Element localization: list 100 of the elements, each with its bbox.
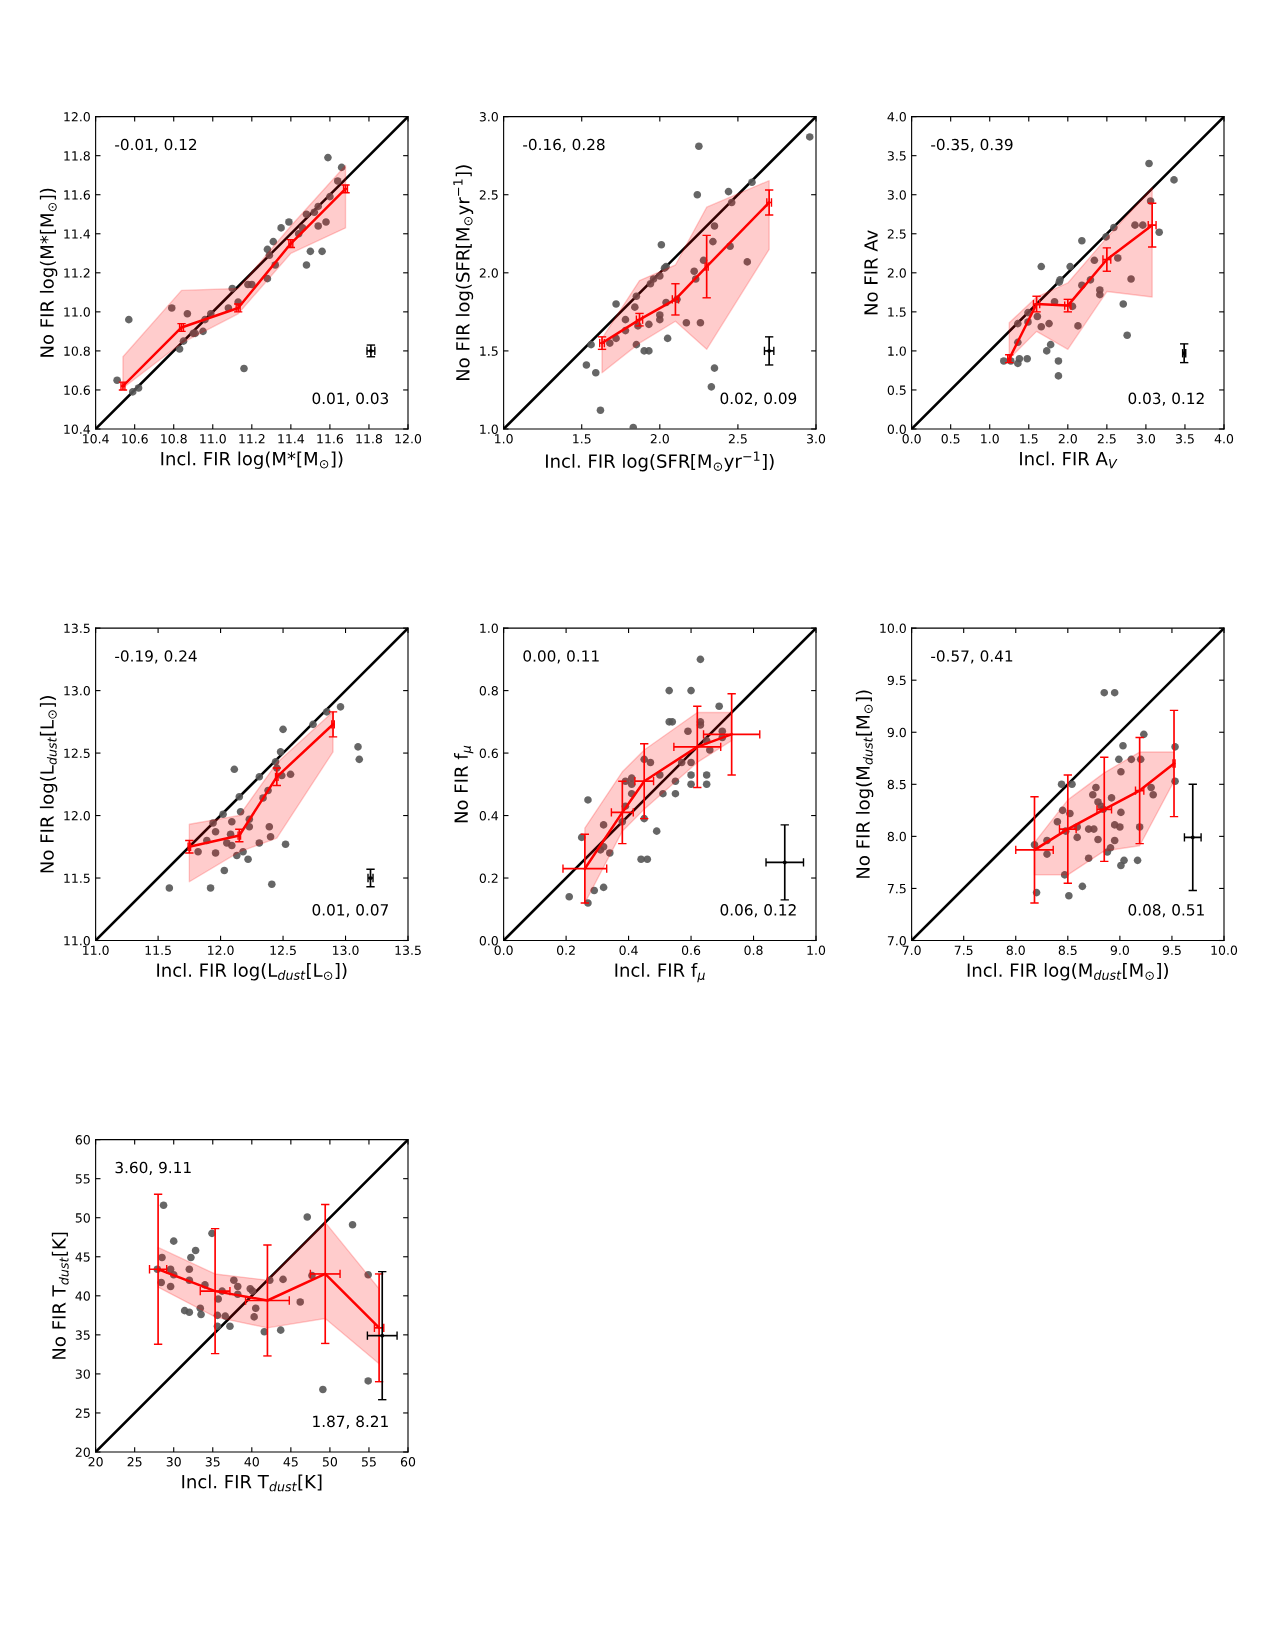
y-axis-title: No FIR log(SFR[M$_{⊙}$yr$^{−1}$])	[453, 165, 474, 381]
x-tick-label: 11.8	[356, 434, 383, 444]
x-tick-label: 11.4	[278, 434, 305, 444]
y-tick-label: 11.8	[64, 151, 90, 161]
y-tick-label: 2.0	[479, 268, 498, 278]
x-tick-label: 12.0	[208, 945, 234, 956]
y-axis-title: No FIR T$_{dust}$[K]	[51, 1232, 69, 1359]
y-tick-label: 3.0	[887, 190, 906, 200]
x-tick-label: 0.6	[681, 945, 701, 956]
y-tick-label: 10.8	[64, 346, 90, 356]
x-tick-label: 10.4	[83, 434, 109, 444]
y-tick-label: 0.8	[479, 686, 498, 696]
x-tick-label: 0.2	[556, 945, 575, 956]
y-tick-label: 1.0	[888, 346, 906, 356]
x-tick-label: 1.0	[495, 434, 513, 444]
y-tick-label: 13.0	[64, 686, 90, 696]
x-tick-label: 0.4	[619, 945, 638, 956]
annotation: 0.03, 0.12	[1128, 392, 1204, 406]
x-axis-title: Incl. FIR log(L$_{dust}$[L$_{⊙}$])	[157, 963, 347, 981]
y-tick-label: 0.2	[479, 873, 498, 883]
annotation: 1.87, 8.21	[313, 1415, 388, 1429]
x-tick-label: 7.5	[954, 945, 973, 956]
x-tick-label: 11.0	[200, 434, 226, 444]
annotation: 0.01, 0.03	[312, 392, 389, 406]
x-tick-label: 2.0	[650, 434, 669, 444]
annotation: 0.00, 0.11	[523, 650, 599, 664]
y-tick-label: 20	[75, 1447, 90, 1457]
annotation: -0.35, 0.39	[931, 138, 1013, 152]
x-tick-label: 0.0	[494, 945, 513, 956]
x-tick-label: 10.8	[161, 434, 187, 444]
x-tick-label: 30	[166, 1457, 181, 1467]
x-tick-label: 13.5	[395, 945, 421, 956]
x-axis-title: Incl. FIR f$_{μ}$	[615, 963, 705, 983]
x-tick-label: 9.0	[1110, 945, 1129, 956]
y-tick-label: 11.4	[64, 229, 91, 239]
y-axis-title: No FIR Av	[864, 230, 878, 315]
y-tick-label: 12.0	[64, 811, 90, 821]
x-tick-label: 10.6	[122, 434, 148, 444]
x-tick-label: 3.0	[807, 434, 826, 444]
x-tick-label: 35	[205, 1457, 220, 1467]
y-tick-label: 11.6	[64, 190, 90, 200]
y-tick-label: 0.6	[479, 748, 498, 758]
y-tick-label: 25	[75, 1408, 90, 1418]
y-tick-label: 8.0	[887, 831, 906, 842]
y-tick-label: 50	[75, 1213, 90, 1223]
x-tick-label: 1.0	[981, 434, 999, 444]
annotation: -0.57, 0.41	[931, 650, 1013, 664]
y-tick-label: 1.0	[480, 623, 498, 634]
x-tick-label: 20	[88, 1457, 103, 1467]
x-tick-label: 50	[322, 1457, 338, 1467]
annotation: -0.16, 0.28	[523, 138, 605, 152]
y-tick-label: 8.5	[887, 779, 906, 790]
y-tick-label: 7.0	[887, 935, 906, 946]
x-tick-label: 3.0	[1136, 434, 1156, 444]
y-tick-label: 0.5	[887, 385, 906, 395]
y-tick-label: 11.0	[64, 935, 90, 946]
annotation: 0.02, 0.09	[720, 392, 797, 406]
y-tick-label: 12.5	[64, 748, 90, 758]
x-tick-label: 0.0	[902, 434, 921, 444]
annotation: 3.60, 9.11	[115, 1161, 191, 1175]
y-axis-title: No FIR log(L$_{dust}$[L$_{⊙}$])	[39, 696, 58, 873]
y-tick-label: 11.5	[64, 873, 90, 883]
annotation: 0.08, 0.51	[1128, 904, 1204, 918]
y-tick-label: 1.5	[480, 346, 498, 356]
annotation: 0.06, 0.12	[720, 904, 796, 918]
x-tick-label: 0.8	[744, 945, 763, 956]
y-tick-label: 9.5	[887, 675, 906, 686]
y-tick-label: 2.0	[887, 268, 906, 278]
x-tick-label: 2.5	[1097, 434, 1116, 444]
x-tick-label: 10.0	[1211, 945, 1238, 956]
y-tick-label: 1.0	[480, 424, 498, 434]
x-tick-label: 1.5	[1020, 434, 1038, 444]
y-tick-label: 2.5	[887, 229, 906, 239]
y-tick-label: 9.0	[887, 727, 906, 738]
y-tick-label: 30	[75, 1369, 90, 1379]
x-axis-title: Incl. FIR T$_{dust}$[K]	[182, 1474, 322, 1492]
x-tick-label: 3.5	[1175, 434, 1194, 444]
x-tick-label: 55	[361, 1457, 376, 1467]
y-axis-title: No FIR log(M$_{dust}$[M$_{⊙}$])	[855, 690, 874, 878]
x-tick-label: 7.0	[902, 945, 921, 956]
x-tick-label: 40	[244, 1457, 259, 1467]
y-tick-label: 10.0	[880, 623, 906, 634]
y-tick-label: 10.6	[64, 385, 90, 395]
y-tick-label: 55	[75, 1174, 90, 1184]
y-tick-label: 11.0	[64, 307, 90, 317]
y-tick-label: 3.5	[887, 151, 906, 161]
y-tick-label: 0.0	[479, 935, 498, 946]
x-tick-label: 12.0	[395, 434, 422, 444]
y-tick-label: 3.0	[479, 112, 498, 122]
y-tick-label: 2.5	[479, 190, 498, 200]
x-tick-label: 8.5	[1058, 945, 1077, 956]
x-axis-title: Incl. FIR log(M$_{dust}$[M$_{⊙}$])	[967, 963, 1168, 981]
y-tick-label: 12.0	[64, 112, 90, 122]
x-tick-label: 2.5	[728, 434, 747, 444]
x-axis-title: Incl. FIR log(SFR[M$_{⊙}$yr$^{−1}$])	[546, 451, 774, 472]
y-tick-label: 45	[75, 1252, 90, 1262]
x-axis-title: Incl. FIR A$_{V}$	[1020, 451, 1118, 469]
x-tick-label: 9.5	[1162, 945, 1181, 956]
y-tick-label: 4.0	[887, 112, 906, 122]
y-axis-title: No FIR log(M*[M$_{⊙}$])	[39, 188, 58, 357]
